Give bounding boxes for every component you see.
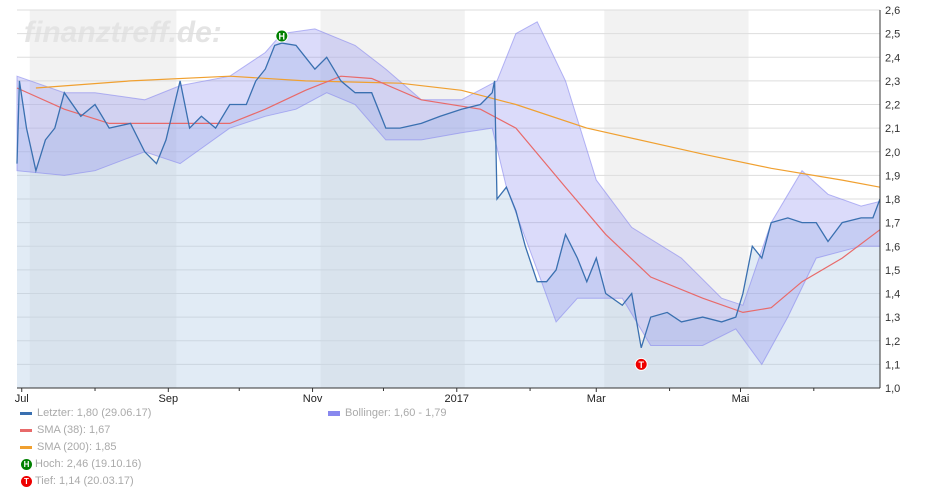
x-tick-label: Mar: [587, 393, 606, 405]
legend-swatch: [328, 410, 340, 416]
legend-label: Letzter: 1,80 (29.06.17): [37, 407, 152, 419]
legend-swatch: [20, 445, 32, 449]
legend-tief: T Tief: 1,14 (20.03.17): [20, 475, 134, 487]
y-tick-label: 1,0: [885, 383, 900, 395]
legend-label: Hoch: 2,46 (19.10.16): [35, 458, 142, 470]
tief-marker-label: T: [638, 360, 644, 370]
price-chart: finanztreff.de: 1,0 1,1 1,2 1,3 1,4 1,5 1,6 1,7 1…: [15, 5, 901, 405]
legend-label: Bollinger: 1,60 - 1,79: [345, 407, 447, 419]
price-area: [17, 43, 880, 388]
y-tick-label: 2,5: [885, 29, 900, 41]
y-tick-label: 2,3: [885, 76, 900, 88]
y-tick-label: 1,7: [885, 218, 900, 230]
tief-marker-icon: [634, 357, 648, 371]
y-tick-label: 1,6: [885, 241, 900, 253]
legend-label: SMA (200): 1,85: [37, 441, 117, 453]
watermark-logo: finanztreff.de:: [24, 16, 222, 49]
legend-swatch: [20, 428, 32, 432]
x-tick-label: Jul: [15, 393, 29, 405]
x-tick-label: Nov: [303, 393, 323, 405]
price-line: [16, 42, 881, 348]
legend-label: Tief: 1,14 (20.03.17): [35, 475, 134, 487]
legend-sma200: SMA (200): 1,85: [20, 441, 117, 453]
hoch-marker-icon: [275, 29, 289, 43]
y-tick-label: 1,2: [885, 336, 900, 348]
hoch-marker-icon: H: [21, 458, 32, 470]
y-tick-label: 1,5: [885, 265, 900, 277]
sma200-line: [35, 75, 881, 188]
legend-sma38: SMA (38): 1,67: [20, 424, 110, 436]
hoch-marker-label: H: [279, 31, 286, 41]
legend-hoch: H Hoch: 2,46 (19.10.16): [20, 458, 141, 470]
y-tick-label: 2,6: [885, 5, 900, 17]
x-tick-label: Mai: [732, 393, 750, 405]
y-tick-label: 1,1: [885, 359, 900, 371]
y-tick-label: 2,2: [885, 100, 900, 112]
legend-swatch: [20, 411, 32, 415]
x-tick-label: 2017: [445, 393, 469, 405]
y-tick-label: 1,4: [885, 289, 900, 301]
y-tick-label: 2,1: [885, 123, 900, 135]
y-tick-label: 1,8: [885, 194, 900, 206]
sma38-line: [16, 75, 881, 314]
y-tick-label: 1,9: [885, 170, 900, 182]
tief-marker-icon: T: [21, 475, 32, 487]
x-tick-label: Sep: [159, 393, 179, 405]
legend-bollinger: Bollinger: 1,60 - 1,79: [328, 407, 447, 419]
y-tick-label: 1,3: [885, 312, 900, 324]
y-tick-label: 2,4: [885, 52, 900, 64]
y-tick-label: 2,0: [885, 147, 900, 159]
legend-price: Letzter: 1,80 (29.06.17): [20, 407, 151, 419]
legend-label: SMA (38): 1,67: [37, 424, 111, 436]
